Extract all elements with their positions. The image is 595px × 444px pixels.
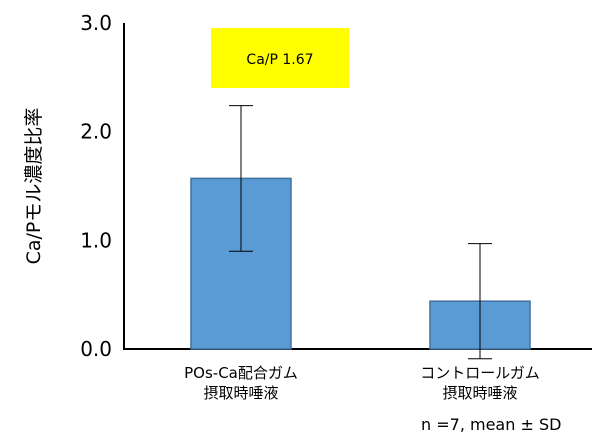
x-category-label: 摂取時唾液: [442, 384, 517, 402]
y-tick-label: 1.0: [80, 228, 112, 252]
reference-callout: Ca/P 1.67: [211, 28, 349, 88]
y-axis-label: Ca/Pモル濃度比率: [23, 108, 45, 265]
bars: [190, 177, 531, 350]
x-category-label: コントロールガム: [420, 364, 540, 382]
error-bars: [229, 105, 492, 360]
sample-size-note: n =7, mean ± SD: [421, 415, 562, 434]
callout-box: [211, 28, 349, 88]
y-tick-label: 2.0: [80, 120, 112, 144]
y-tick-label: 3.0: [80, 11, 112, 35]
callout-text: Ca/P 1.67: [246, 52, 313, 68]
y-tick-labels: 0.0 1.0 2.0 3.0: [80, 11, 112, 361]
y-tick-label: 0.0: [80, 337, 112, 361]
x-category-label: 摂取時唾液: [203, 384, 278, 402]
x-category-label: POs-Ca配合ガム: [184, 364, 298, 382]
